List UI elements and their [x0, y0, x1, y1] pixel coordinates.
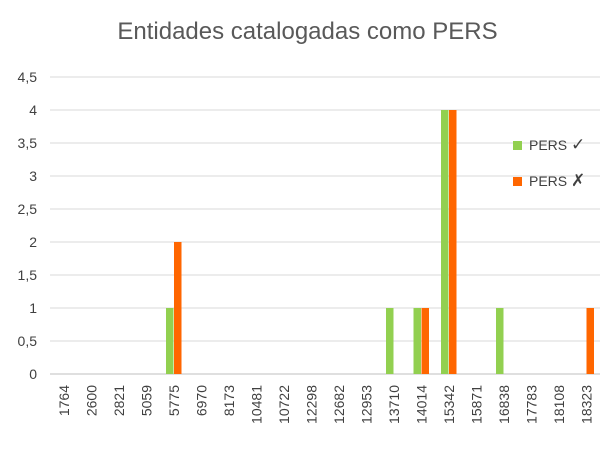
legend-swatch [513, 177, 522, 186]
x-tick-label: 18323 [578, 385, 594, 424]
y-tick-label: 2,5 [18, 201, 38, 217]
x-tick-label: 12682 [331, 385, 347, 424]
legend-label: PERS ✓ [529, 135, 585, 155]
axes: 0 0,5 1 1,5 2 2,5 3 3,5 4 4,5 1764 2600 2821 5059 5775… [18, 69, 595, 424]
bar-pers-check [413, 308, 421, 374]
bar-pers-cross [174, 242, 182, 374]
bar-pers-check [166, 308, 174, 374]
gridlines [50, 76, 600, 375]
bar-pers-check [386, 308, 394, 374]
check-mark-icon: ✓ [571, 135, 585, 155]
x-tick-label: 14014 [413, 385, 429, 424]
y-tick-label: 0,5 [18, 333, 38, 349]
x-tick-label: 13710 [386, 385, 402, 424]
y-tick-label: 1,5 [18, 267, 38, 283]
x-tick-label: 8173 [221, 385, 237, 416]
x-tick-label: 12953 [358, 385, 374, 424]
x-tick-label: 6970 [193, 385, 209, 416]
x-tick-label: 10481 [248, 385, 264, 424]
x-tick-label: 2821 [111, 385, 127, 416]
bar-pers-check [496, 308, 504, 374]
y-tick-label: 1 [29, 300, 37, 316]
x-tick-label: 15871 [468, 385, 484, 424]
bar-pers-cross [421, 308, 429, 374]
legend-label: PERS ✗ [529, 171, 585, 191]
y-tick-label: 3,5 [18, 135, 38, 151]
y-tick-label: 4 [29, 102, 37, 118]
chart-title: Entidades catalogadas como PERS [117, 18, 498, 45]
bar-pers-cross [449, 110, 457, 374]
x-tick-label: 15342 [441, 385, 457, 424]
x-tick-label: 17783 [523, 385, 539, 424]
x-tick-label: 18108 [551, 385, 567, 424]
bars [166, 110, 594, 374]
x-tick-label: 10722 [276, 385, 292, 424]
bar-pers-check [441, 110, 449, 374]
x-tick-label: 1764 [56, 385, 72, 416]
legend-swatch [513, 141, 522, 150]
legend: PERS ✓ PERS ✗ [513, 135, 585, 191]
x-tick-label: 2600 [83, 385, 99, 416]
x-tick-label: 12298 [303, 385, 319, 424]
y-tick-label: 2 [29, 234, 37, 250]
x-tick-label: 5775 [166, 385, 182, 416]
x-tick-label: 16838 [496, 385, 512, 424]
y-tick-label: 4,5 [18, 69, 38, 85]
y-tick-label: 0 [29, 366, 37, 382]
x-tick-label: 5059 [138, 385, 154, 416]
cross-mark-icon: ✗ [571, 171, 585, 191]
bar-pers-cross [586, 308, 594, 374]
y-tick-label: 3 [29, 168, 37, 184]
